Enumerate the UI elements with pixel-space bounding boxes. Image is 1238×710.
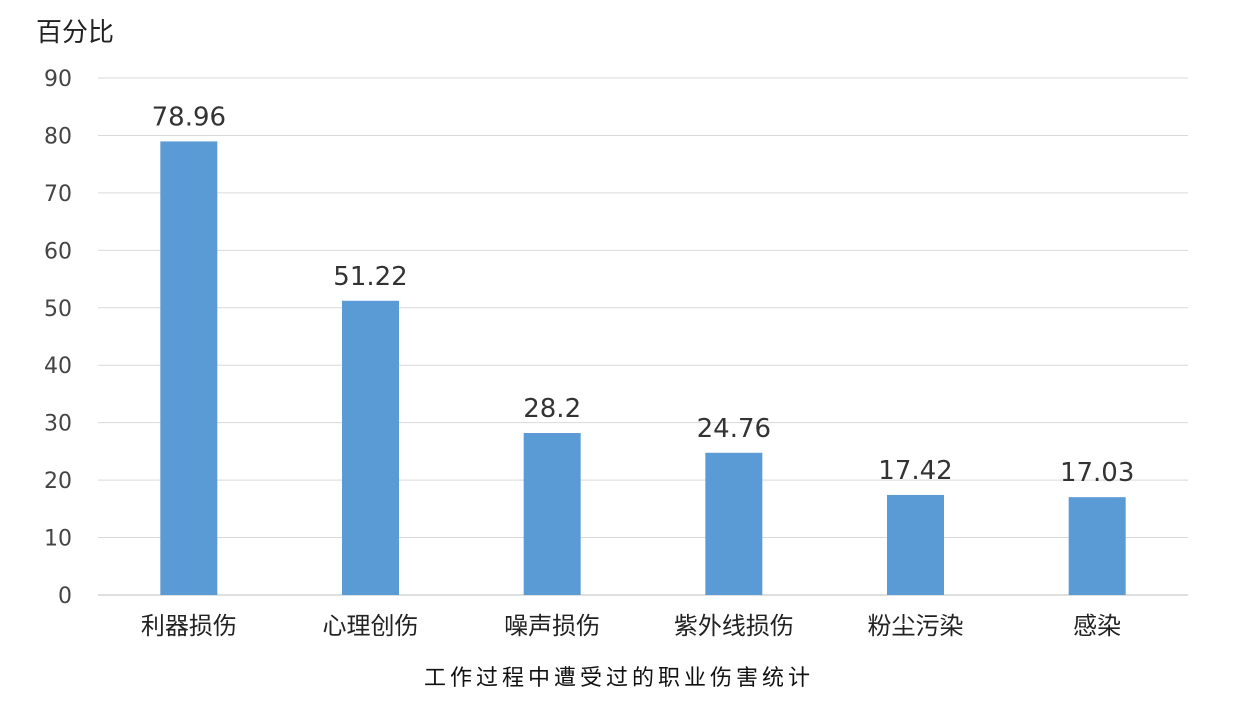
bar [342, 300, 399, 595]
y-tick-label: 0 [58, 584, 72, 609]
y-tick-label: 70 [44, 182, 72, 207]
y-tick-label: 50 [44, 297, 72, 322]
bar [1068, 497, 1126, 595]
data-label: 17.42 [878, 456, 952, 486]
x-tick-label: 心理创伤 [323, 612, 419, 640]
y-tick-label: 90 [44, 67, 72, 92]
data-label: 24.76 [697, 414, 771, 444]
y-tick-label: 30 [44, 412, 72, 437]
chart-caption: 工作过程中遭受过的职业伤害统计 [423, 666, 814, 691]
y-axis-title: 百分比 [36, 18, 115, 48]
bar [523, 433, 581, 595]
y-tick-label: 20 [44, 469, 72, 494]
y-tick-label: 60 [44, 239, 72, 264]
x-tick-label: 紫外线损伤 [674, 612, 794, 640]
bar [160, 141, 218, 595]
bar [887, 494, 944, 595]
y-tick-label: 40 [44, 354, 72, 379]
data-label: 51.22 [333, 262, 407, 292]
x-tick-label: 噪声损伤 [504, 612, 600, 640]
data-label: 28.2 [523, 394, 581, 424]
y-tick-label: 10 [44, 527, 72, 552]
data-label: 78.96 [152, 102, 226, 132]
x-tick-label: 粉尘污染 [868, 612, 964, 640]
bar [705, 452, 763, 595]
x-tick-label: 感染 [1073, 612, 1121, 640]
data-label: 17.03 [1060, 458, 1134, 488]
x-tick-label: 利器损伤 [141, 612, 237, 640]
y-tick-label: 80 [44, 124, 72, 149]
